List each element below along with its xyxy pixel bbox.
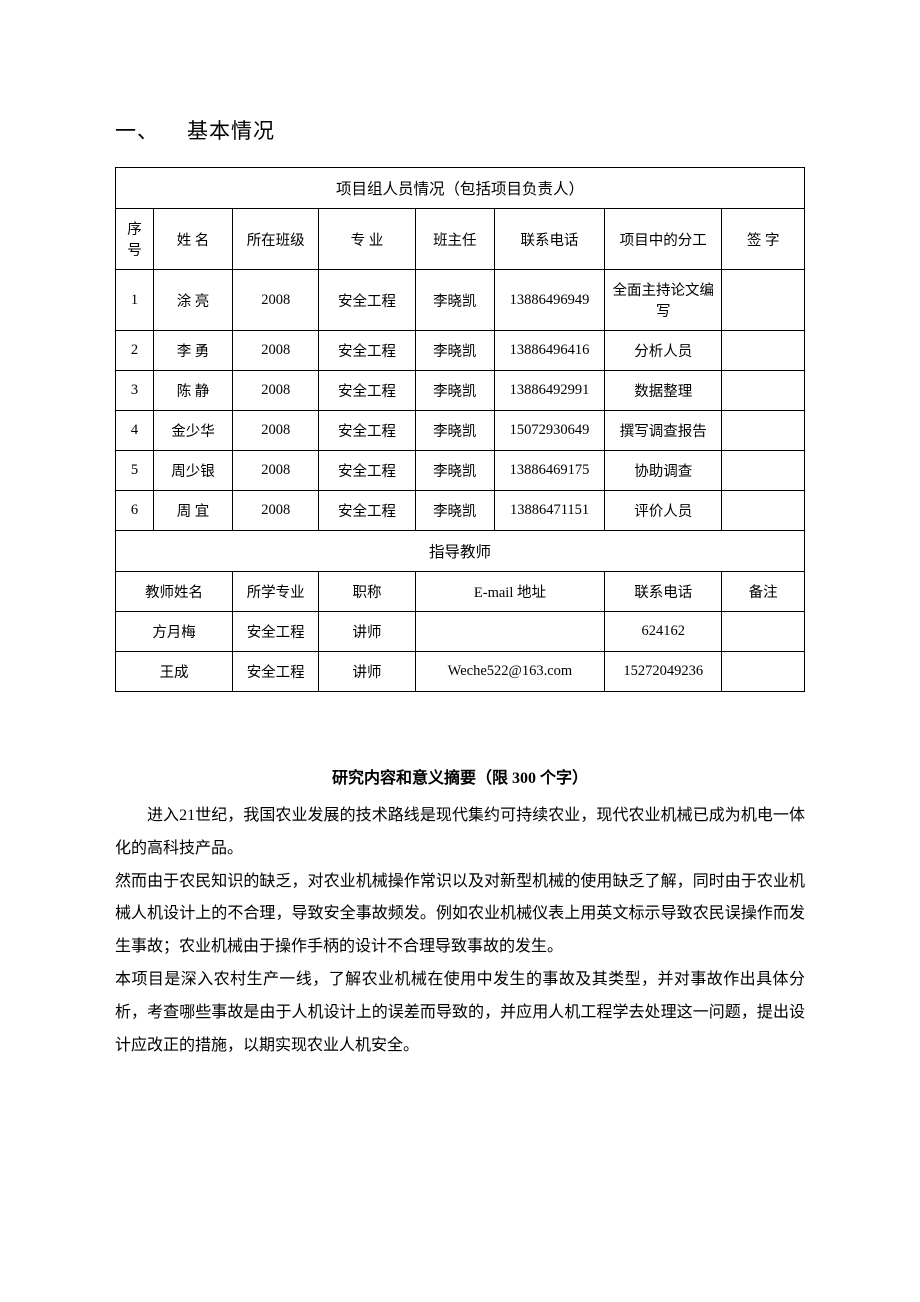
cell-sign [722,491,805,531]
cell-major: 安全工程 [319,331,415,371]
cell-sign [722,270,805,331]
col-advisor: 班主任 [415,209,494,270]
tcell-name: 方月梅 [116,612,233,652]
cell-phone: 13886471151 [494,491,604,531]
cell-role: 协助调查 [605,451,722,491]
abstract-body: 进入21世纪，我国农业发展的技术路线是现代集约可持续农业，现代农业机械已成为机电… [115,800,805,1062]
tcell-title: 讲师 [319,652,415,692]
tcol-name: 教师姓名 [116,572,233,612]
teachers-title: 指导教师 [116,531,805,572]
cell-name: 李 勇 [153,331,232,371]
cell-name: 涂 亮 [153,270,232,331]
cell-major: 安全工程 [319,451,415,491]
cell-sign [722,411,805,451]
tcell-email: Weche522@163.com [415,652,604,692]
tcol-title: 职称 [319,572,415,612]
cell-name: 陈 静 [153,371,232,411]
table-row: 3 陈 静 2008 安全工程 李晓凯 13886492991 数据整理 [116,371,805,411]
section-title: 基本情况 [187,119,275,143]
cell-sign [722,371,805,411]
personnel-table: 项目组人员情况（包括项目负责人） 序号 姓 名 所在班级 专 业 班主任 联系电… [115,167,805,692]
cell-idx: 6 [116,491,154,531]
table-row: 4 金少华 2008 安全工程 李晓凯 15072930649 撰写调查报告 [116,411,805,451]
col-name: 姓 名 [153,209,232,270]
col-class: 所在班级 [233,209,319,270]
tcol-major: 所学专业 [233,572,319,612]
col-sign: 签 字 [722,209,805,270]
tcol-note: 备注 [722,572,805,612]
tcell-major: 安全工程 [233,652,319,692]
tcell-phone: 15272049236 [605,652,722,692]
cell-idx: 5 [116,451,154,491]
cell-advisor: 李晓凯 [415,270,494,331]
cell-class: 2008 [233,411,319,451]
cell-role: 数据整理 [605,371,722,411]
table-row: 1 涂 亮 2008 安全工程 李晓凯 13886496949 全面主持论文编写 [116,270,805,331]
cell-class: 2008 [233,451,319,491]
cell-idx: 2 [116,331,154,371]
cell-class: 2008 [233,491,319,531]
tcol-phone: 联系电话 [605,572,722,612]
section-number: 一、 [115,119,159,143]
teacher-header-row: 教师姓名 所学专业 职称 E-mail 地址 联系电话 备注 [116,572,805,612]
cell-advisor: 李晓凯 [415,411,494,451]
col-phone: 联系电话 [494,209,604,270]
cell-sign [722,331,805,371]
cell-phone: 13886469175 [494,451,604,491]
cell-class: 2008 [233,331,319,371]
abstract-title: 研究内容和意义摘要（限 300 个字） [115,764,805,788]
cell-role: 分析人员 [605,331,722,371]
tcell-title: 讲师 [319,612,415,652]
cell-name: 周 宜 [153,491,232,531]
page: 一、 基本情况 项目组人员情况（包括项目负责人） 序号 姓 名 所在班级 专 业 … [0,0,920,1302]
cell-role: 全面主持论文编写 [605,270,722,331]
cell-major: 安全工程 [319,491,415,531]
col-idx: 序号 [116,209,154,270]
cell-idx: 4 [116,411,154,451]
cell-phone: 13886492991 [494,371,604,411]
cell-role: 评价人员 [605,491,722,531]
tcell-name: 王成 [116,652,233,692]
table-title-row: 项目组人员情况（包括项目负责人） [116,168,805,209]
cell-advisor: 李晓凯 [415,371,494,411]
cell-phone: 15072930649 [494,411,604,451]
teacher-title-row: 指导教师 [116,531,805,572]
personnel-header-row: 序号 姓 名 所在班级 专 业 班主任 联系电话 项目中的分工 签 字 [116,209,805,270]
cell-phone: 13886496416 [494,331,604,371]
cell-idx: 3 [116,371,154,411]
cell-advisor: 李晓凯 [415,451,494,491]
tcell-note [722,612,805,652]
cell-major: 安全工程 [319,371,415,411]
cell-major: 安全工程 [319,270,415,331]
abstract-p1: 进入21世纪，我国农业发展的技术路线是现代集约可持续农业，现代农业机械已成为机电… [115,800,805,866]
table-row: 2 李 勇 2008 安全工程 李晓凯 13886496416 分析人员 [116,331,805,371]
table-row: 6 周 宜 2008 安全工程 李晓凯 13886471151 评价人员 [116,491,805,531]
cell-role: 撰写调查报告 [605,411,722,451]
cell-name: 金少华 [153,411,232,451]
tcell-email [415,612,604,652]
tcol-email: E-mail 地址 [415,572,604,612]
abstract-p3: 本项目是深入农村生产一线，了解农业机械在使用中发生的事故及其类型，并对事故作出具… [115,964,805,1062]
table-row: 王成 安全工程 讲师 Weche522@163.com 15272049236 [116,652,805,692]
cell-class: 2008 [233,371,319,411]
personnel-title: 项目组人员情况（包括项目负责人） [116,168,805,209]
section-heading: 一、 基本情况 [115,115,805,145]
table-row: 方月梅 安全工程 讲师 624162 [116,612,805,652]
cell-idx: 1 [116,270,154,331]
col-major: 专 业 [319,209,415,270]
cell-phone: 13886496949 [494,270,604,331]
tcell-major: 安全工程 [233,612,319,652]
tcell-phone: 624162 [605,612,722,652]
cell-sign [722,451,805,491]
cell-class: 2008 [233,270,319,331]
cell-major: 安全工程 [319,411,415,451]
abstract-section: 研究内容和意义摘要（限 300 个字） 进入21世纪，我国农业发展的技术路线是现… [115,764,805,1062]
table-row: 5 周少银 2008 安全工程 李晓凯 13886469175 协助调查 [116,451,805,491]
cell-advisor: 李晓凯 [415,491,494,531]
tcell-note [722,652,805,692]
cell-name: 周少银 [153,451,232,491]
col-role: 项目中的分工 [605,209,722,270]
cell-advisor: 李晓凯 [415,331,494,371]
abstract-p2: 然而由于农民知识的缺乏，对农业机械操作常识以及对新型机械的使用缺乏了解，同时由于… [115,866,805,964]
